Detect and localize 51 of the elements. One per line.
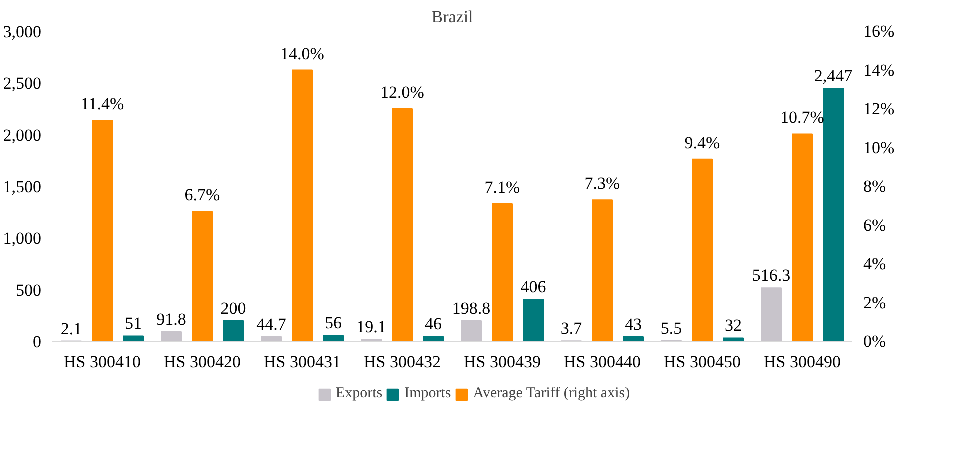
y-tick-label: 2,000 bbox=[3, 126, 42, 145]
y2-tick-label: 10% bbox=[864, 138, 895, 158]
y2-tick-label: 4% bbox=[864, 254, 886, 274]
data-label: 198.8 bbox=[452, 298, 491, 318]
data-label: 7.3% bbox=[584, 174, 620, 194]
data-label: 91.8 bbox=[156, 310, 186, 330]
y2-tick-label: 14% bbox=[864, 60, 895, 80]
x-tick-label: HS 300431 bbox=[264, 352, 341, 372]
x-tick-label: HS 300439 bbox=[464, 352, 541, 372]
data-label: 406 bbox=[520, 278, 546, 297]
y-tick-label: 2,500 bbox=[3, 74, 42, 94]
y-tick-label: 0 bbox=[33, 332, 42, 352]
data-label: 3.7 bbox=[560, 319, 583, 338]
y-tick-label: 1,500 bbox=[3, 178, 42, 196]
x-tick-label: HS 300450 bbox=[664, 352, 741, 372]
data-label: 5.5 bbox=[660, 318, 682, 338]
data-label: 2,447 bbox=[814, 66, 854, 86]
data-label: 19.1 bbox=[356, 318, 386, 337]
y-tick-label: 1,000 bbox=[3, 229, 42, 248]
x-tick-label: HS 300410 bbox=[64, 352, 141, 372]
y-tick-label: 500 bbox=[16, 280, 42, 300]
chart-title: Brazil bbox=[432, 8, 474, 26]
data-label: 11.4% bbox=[80, 94, 124, 114]
data-label: 2.1 bbox=[60, 319, 82, 338]
legend-label: Imports bbox=[404, 386, 452, 402]
y2-tick-label: 16% bbox=[864, 22, 895, 41]
data-label: 46 bbox=[425, 314, 442, 334]
legend-label: Average Tariff (right axis) bbox=[473, 386, 630, 402]
data-label: 200 bbox=[220, 298, 246, 318]
data-label: 51 bbox=[125, 314, 142, 334]
y-tick-label: 3,000 bbox=[3, 22, 42, 42]
y2-tick-label: 12% bbox=[864, 100, 895, 118]
y2-tick-label: 2% bbox=[864, 293, 886, 312]
data-label: 12.0% bbox=[380, 83, 424, 102]
y2-tick-label: 0% bbox=[864, 332, 886, 351]
y2-tick-label: 8% bbox=[864, 177, 886, 196]
x-tick-label: HS 300440 bbox=[564, 352, 641, 372]
data-label: 56 bbox=[325, 314, 342, 333]
data-label: 14.0% bbox=[280, 44, 324, 64]
data-label: 32 bbox=[725, 316, 742, 336]
y2-tick-label: 6% bbox=[864, 216, 886, 235]
data-label: 43 bbox=[625, 315, 642, 334]
data-label: 516.3 bbox=[752, 266, 791, 286]
data-label: 6.7% bbox=[184, 186, 220, 205]
legend-label: Exports bbox=[336, 386, 383, 402]
x-tick-label: HS 300490 bbox=[764, 352, 841, 372]
x-tick-label: HS 300432 bbox=[364, 352, 441, 372]
data-label: 7.1% bbox=[484, 178, 520, 197]
x-tick-label: HS 300420 bbox=[164, 352, 241, 372]
data-label: 9.4% bbox=[684, 133, 720, 152]
data-label: 44.7 bbox=[256, 314, 287, 334]
